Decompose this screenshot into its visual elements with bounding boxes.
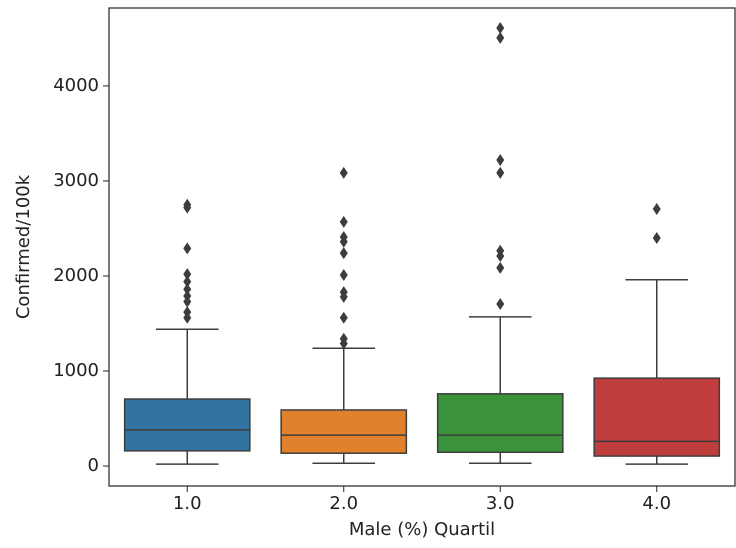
outlier (339, 166, 348, 179)
outlier (339, 290, 348, 303)
outlier (652, 202, 661, 215)
x-axis-label: Male (%) Quartil (349, 519, 495, 540)
outlier (496, 250, 505, 263)
outlier (183, 275, 192, 288)
outlier (496, 154, 505, 167)
y-tick-label: 3000 (53, 170, 99, 191)
outlier (339, 247, 348, 260)
outlier (183, 295, 192, 308)
outlier (496, 298, 505, 311)
y-axis-label: Confirmed/100k (13, 174, 34, 319)
x-tick-label: 1.0 (173, 493, 202, 514)
outlier (496, 31, 505, 44)
outlier (339, 269, 348, 282)
outlier (183, 201, 192, 214)
outlier (496, 261, 505, 274)
box (280, 409, 408, 454)
y-tick-label: 1000 (53, 360, 99, 381)
outlier (183, 311, 192, 324)
x-tick-label: 3.0 (486, 493, 515, 514)
outlier (496, 21, 505, 34)
outlier (183, 283, 192, 296)
box (436, 393, 564, 454)
outlier (183, 268, 192, 281)
outlier (339, 311, 348, 324)
x-tick-label: 2.0 (329, 493, 358, 514)
outlier (496, 166, 505, 179)
y-tick-label: 4000 (53, 75, 99, 96)
box (123, 398, 251, 452)
x-tick-label: 4.0 (642, 493, 671, 514)
outlier (652, 231, 661, 244)
outlier (339, 235, 348, 248)
outlier (339, 337, 348, 350)
y-tick-label: 2000 (53, 265, 99, 286)
y-tick-label: 0 (88, 455, 99, 476)
plot-frame (108, 7, 736, 487)
outlier (339, 215, 348, 228)
outlier (183, 242, 192, 255)
box (593, 377, 721, 457)
